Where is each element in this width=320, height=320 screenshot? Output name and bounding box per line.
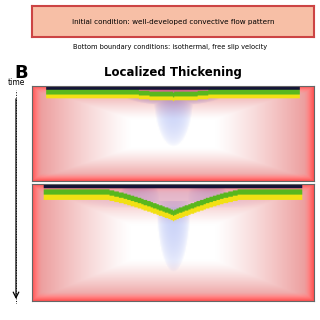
Text: B: B	[14, 64, 28, 82]
Text: Bottom boundary conditions: isothermal, free slip velocity: Bottom boundary conditions: isothermal, …	[73, 44, 267, 50]
Text: Localized Thickening: Localized Thickening	[104, 66, 242, 79]
Text: time: time	[7, 78, 25, 87]
Text: Initial condition: well-developed convective flow pattern: Initial condition: well-developed convec…	[72, 19, 274, 25]
